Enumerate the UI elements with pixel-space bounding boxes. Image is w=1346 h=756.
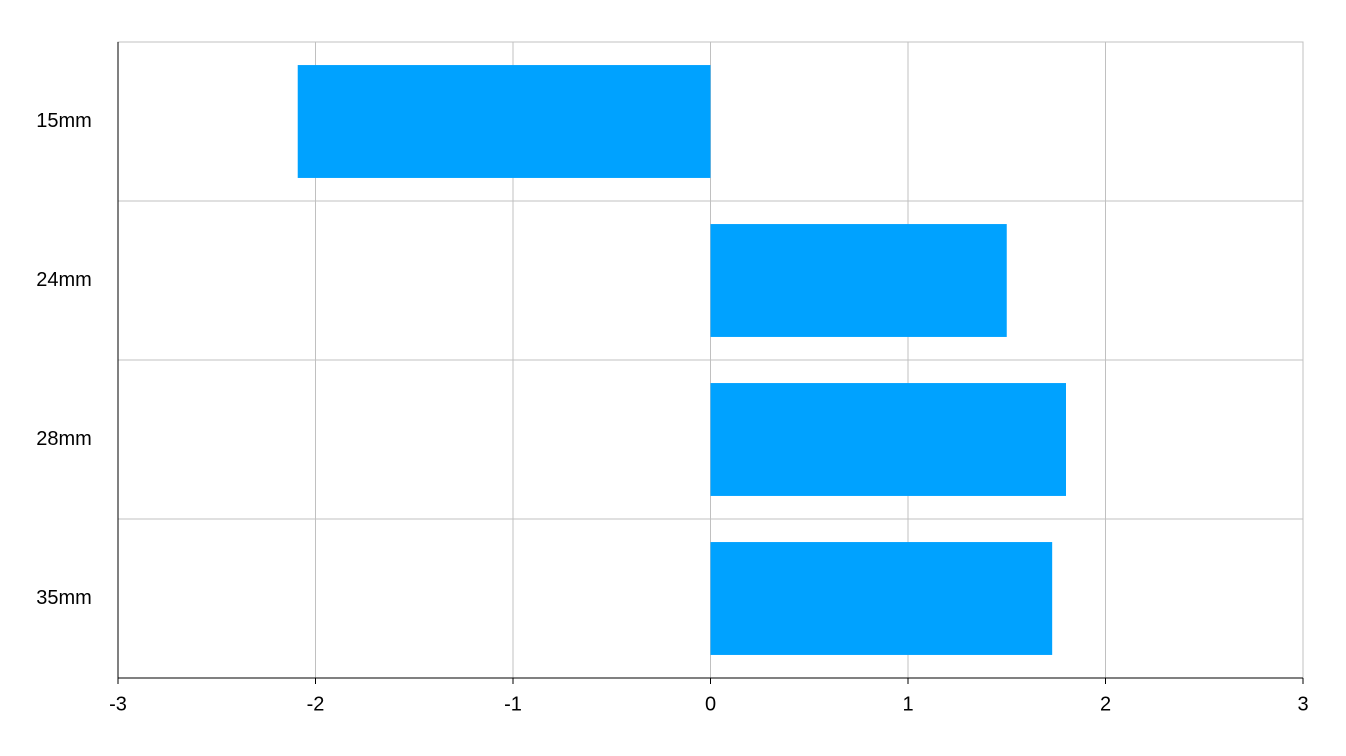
y-tick-label: 28mm — [36, 428, 92, 450]
bar — [710, 224, 1007, 337]
x-tick-label: 1 — [902, 693, 913, 715]
x-tick-label: -3 — [109, 693, 127, 715]
x-tick-label: -2 — [307, 693, 325, 715]
bar — [297, 65, 711, 178]
y-tick-label: 35mm — [36, 587, 92, 609]
bar — [710, 383, 1066, 496]
x-tick-label: 3 — [1297, 693, 1308, 715]
x-tick-label: -1 — [504, 693, 522, 715]
x-tick-label: 0 — [705, 693, 716, 715]
bar — [710, 542, 1053, 655]
x-tick-label: 2 — [1100, 693, 1111, 715]
y-tick-label: 15mm — [36, 110, 92, 132]
y-tick-label: 24mm — [36, 269, 92, 291]
